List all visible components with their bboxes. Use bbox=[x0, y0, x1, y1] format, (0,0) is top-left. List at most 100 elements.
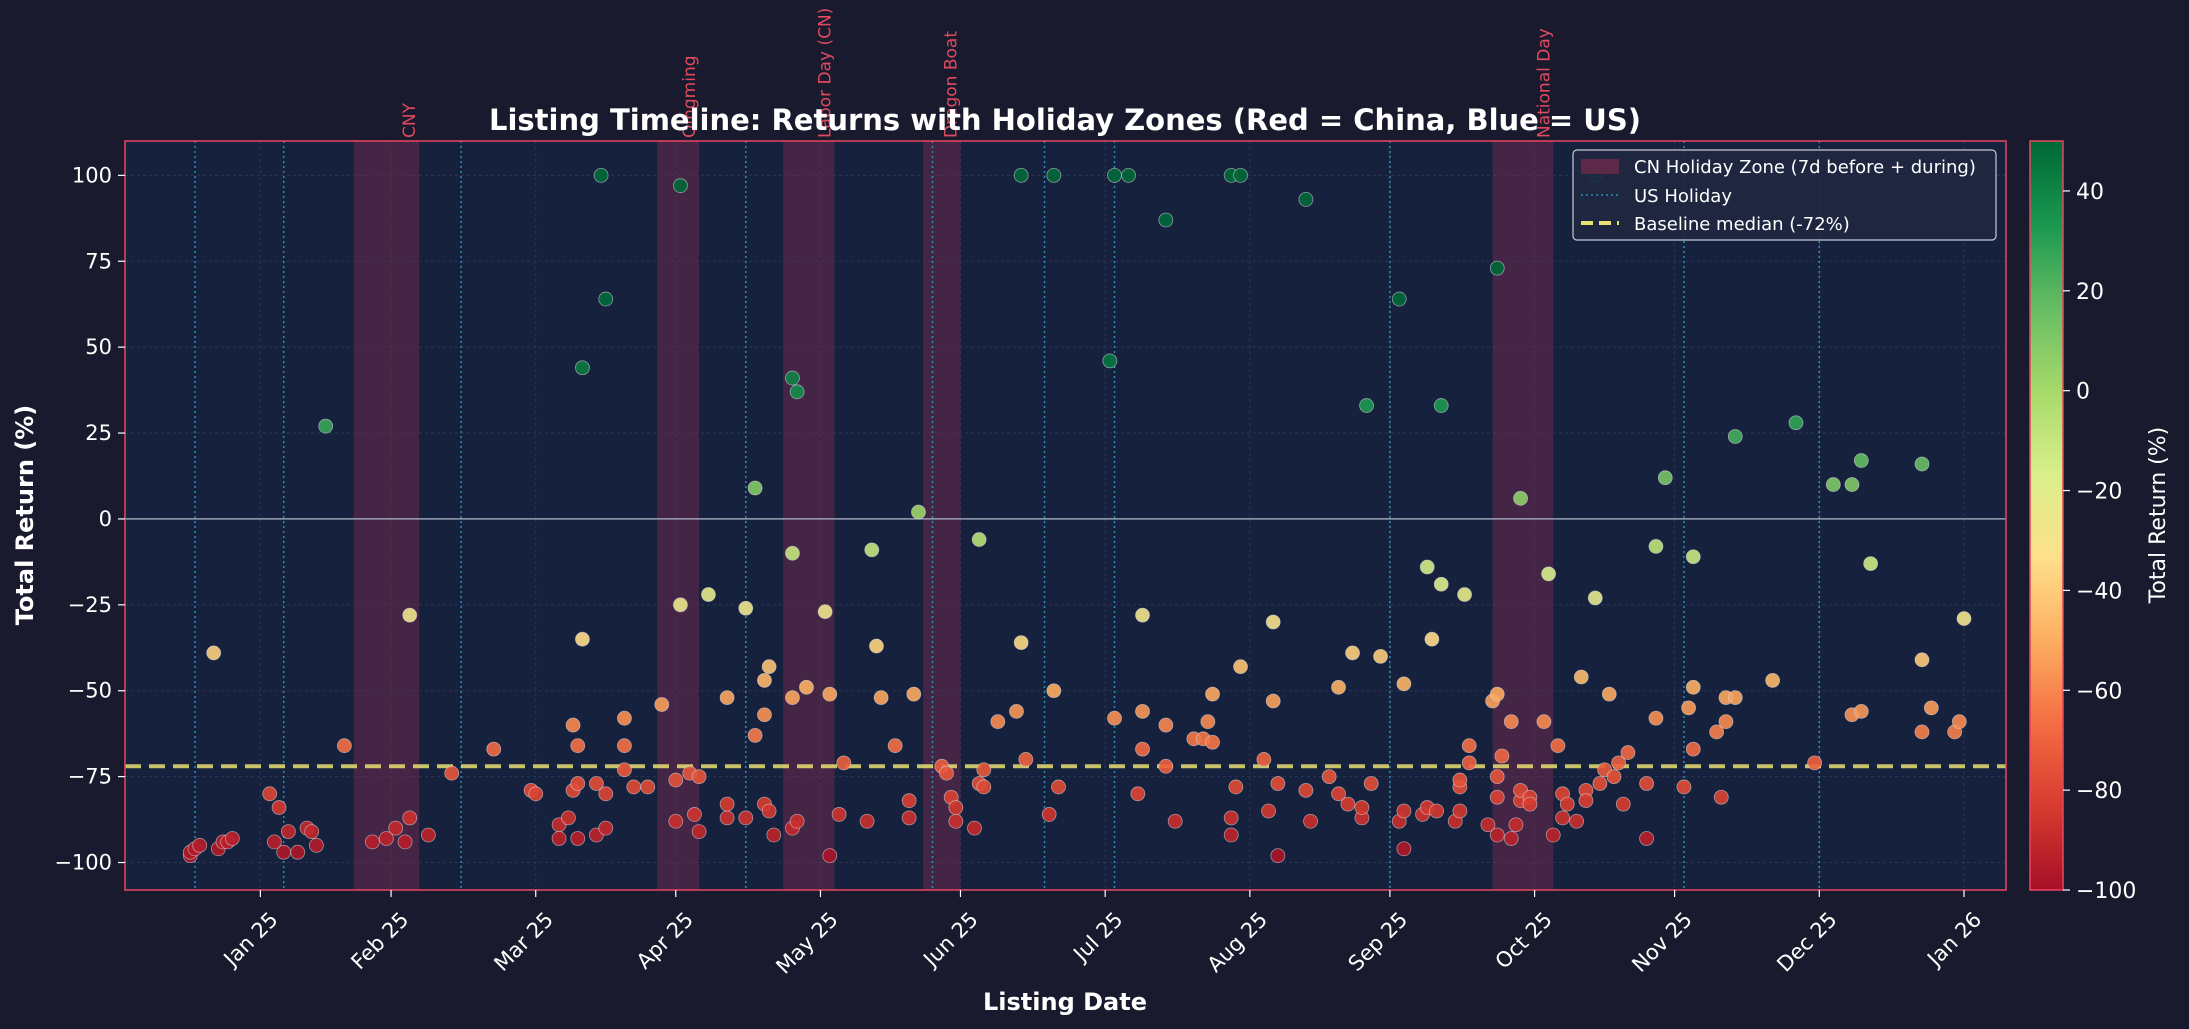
data-point bbox=[789, 384, 805, 400]
data-point bbox=[976, 762, 992, 778]
data-point bbox=[617, 762, 632, 778]
data-point bbox=[785, 690, 800, 705]
data-point bbox=[1298, 192, 1314, 207]
colorbar-tick-label: −100 bbox=[2076, 879, 2136, 904]
data-point bbox=[1461, 755, 1477, 771]
colorbar: 40 20 0 −20 −40 −60 −80 −100 Total Return (%) bbox=[2029, 140, 2171, 904]
data-point bbox=[1233, 167, 1248, 183]
data-point bbox=[1363, 776, 1379, 791]
data-point bbox=[1167, 813, 1183, 829]
holiday-label: Qingming bbox=[680, 55, 700, 138]
data-point bbox=[1270, 776, 1286, 791]
legend-label-cn-zone: CN Holiday Zone (7d before + during) bbox=[1634, 157, 1976, 178]
data-point bbox=[901, 810, 917, 826]
data-point bbox=[831, 807, 847, 822]
y-tick-label: −75 bbox=[68, 765, 112, 789]
data-point bbox=[1102, 353, 1118, 369]
data-point bbox=[1709, 724, 1725, 740]
data-point bbox=[1727, 690, 1743, 705]
data-point bbox=[1923, 700, 1939, 716]
data-point bbox=[1419, 559, 1435, 575]
colorbar-title: Total Return (%) bbox=[2146, 427, 2171, 604]
data-point bbox=[1914, 724, 1930, 740]
data-point bbox=[757, 707, 772, 723]
data-point bbox=[1107, 710, 1122, 726]
data-point bbox=[570, 776, 586, 791]
y-tick-label: 75 bbox=[85, 249, 112, 273]
data-point bbox=[1578, 793, 1594, 809]
data-point bbox=[1046, 683, 1062, 699]
data-point bbox=[766, 827, 782, 843]
data-point bbox=[1452, 772, 1468, 788]
data-point bbox=[1503, 831, 1519, 846]
data-point bbox=[575, 631, 590, 647]
data-point bbox=[626, 779, 642, 795]
data-point bbox=[598, 291, 614, 307]
data-point bbox=[1261, 803, 1276, 819]
data-point bbox=[388, 820, 404, 836]
data-point bbox=[1494, 748, 1510, 764]
data-point bbox=[1545, 827, 1561, 843]
legend: CN Holiday Zone (7d before + during) US … bbox=[1572, 149, 1997, 241]
legend-label-baseline: Baseline median (-72%) bbox=[1634, 214, 1850, 235]
data-point bbox=[976, 779, 992, 795]
data-point bbox=[761, 659, 777, 675]
data-point bbox=[673, 178, 688, 194]
data-point bbox=[308, 837, 324, 853]
data-point bbox=[1480, 817, 1496, 833]
colorbar-tick-label: −60 bbox=[2076, 679, 2122, 704]
data-point bbox=[1461, 738, 1477, 754]
plot-frame bbox=[124, 140, 2007, 891]
data-point bbox=[1657, 470, 1673, 486]
data-point bbox=[1559, 796, 1575, 812]
data-point bbox=[948, 813, 964, 829]
y-axis: 100 75 50 25 0 −25 −50 −75 −100 bbox=[54, 163, 125, 875]
data-points bbox=[182, 167, 1972, 864]
data-point bbox=[1457, 587, 1472, 602]
data-point bbox=[290, 844, 306, 860]
data-point bbox=[971, 532, 987, 547]
y-axis-title: Total Return (%) bbox=[11, 405, 39, 626]
data-point bbox=[785, 370, 800, 386]
data-point bbox=[280, 824, 296, 839]
data-point bbox=[1606, 769, 1622, 785]
data-point bbox=[859, 813, 875, 829]
data-point bbox=[1135, 607, 1150, 623]
data-point bbox=[1951, 714, 1967, 730]
data-point bbox=[1639, 831, 1655, 846]
data-point bbox=[1648, 710, 1664, 726]
data-point bbox=[192, 837, 208, 853]
data-point bbox=[528, 786, 544, 802]
data-point bbox=[738, 810, 754, 826]
data-point bbox=[668, 813, 684, 829]
data-point bbox=[1788, 415, 1804, 431]
data-point bbox=[1825, 477, 1841, 492]
data-point bbox=[1685, 741, 1701, 757]
data-point bbox=[1489, 827, 1505, 843]
data-point bbox=[1396, 676, 1412, 692]
data-point bbox=[1223, 810, 1239, 826]
data-point bbox=[1489, 769, 1505, 785]
data-point bbox=[1041, 807, 1057, 822]
holiday-label: Dragon Boat bbox=[941, 31, 961, 138]
data-point bbox=[1513, 490, 1528, 506]
data-point bbox=[1727, 429, 1743, 444]
data-point bbox=[1639, 776, 1655, 791]
data-point bbox=[1331, 786, 1346, 802]
data-point bbox=[864, 542, 880, 558]
data-point bbox=[378, 831, 394, 846]
colorbar-tick-label: −20 bbox=[2076, 480, 2122, 505]
colorbar-ticks: 40 20 0 −20 −40 −60 −80 −100 bbox=[2063, 180, 2136, 904]
data-point bbox=[869, 638, 884, 654]
data-point bbox=[336, 738, 352, 754]
data-point bbox=[420, 827, 436, 843]
data-point bbox=[598, 786, 614, 802]
data-point bbox=[1452, 803, 1468, 819]
colorbar-tick-label: −80 bbox=[2076, 779, 2122, 804]
data-point bbox=[1233, 659, 1248, 675]
data-point bbox=[1615, 796, 1631, 812]
data-point bbox=[822, 848, 838, 864]
data-point bbox=[1685, 679, 1701, 695]
data-point bbox=[701, 587, 716, 602]
data-point bbox=[1205, 686, 1220, 702]
